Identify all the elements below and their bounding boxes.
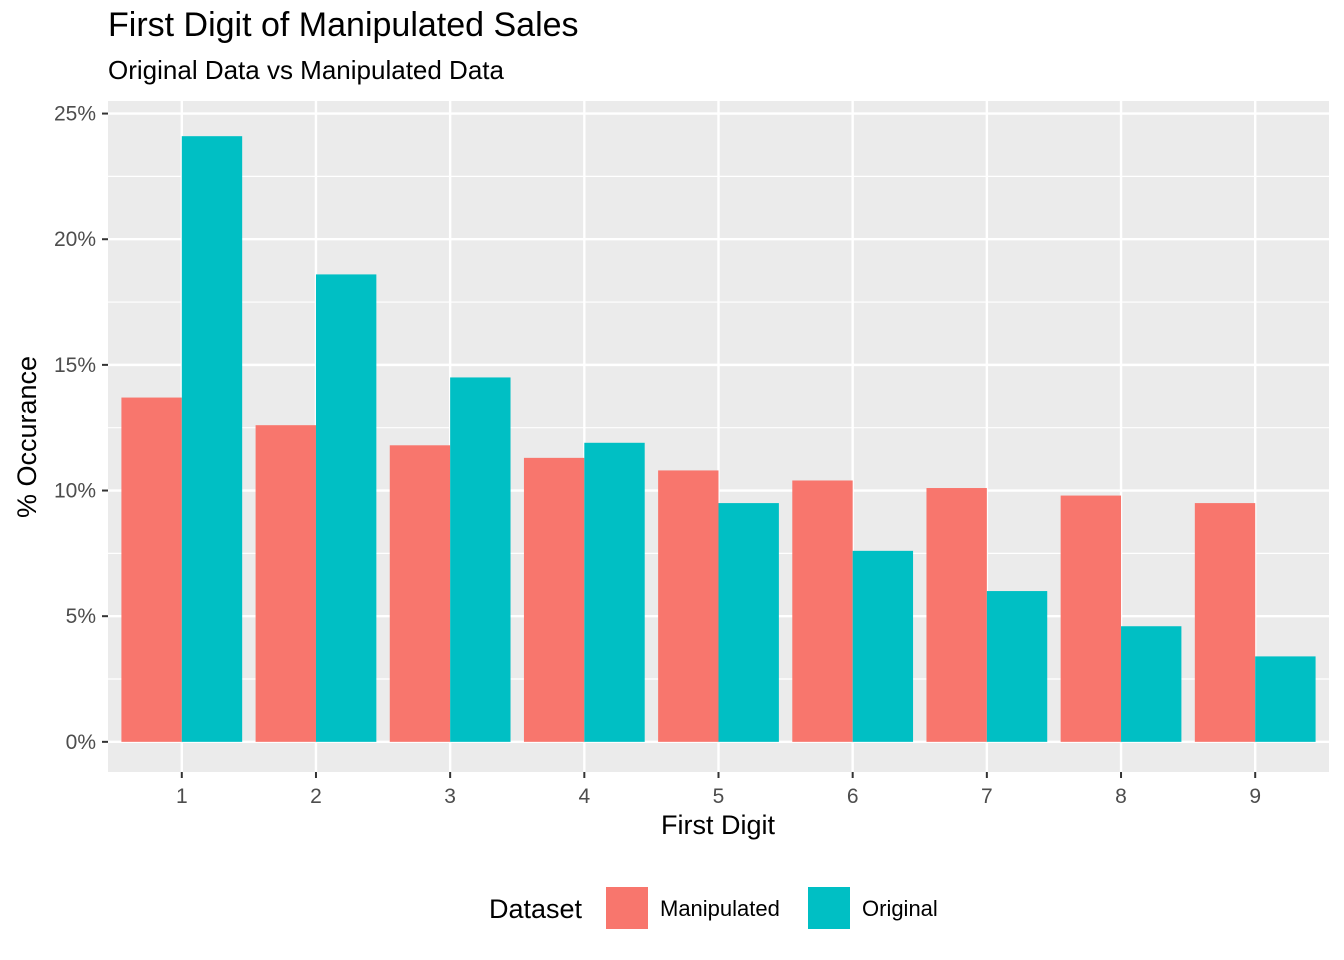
x-tick-label: 3 bbox=[444, 785, 456, 808]
legend-label-original: Original bbox=[862, 896, 938, 921]
x-tick-label: 4 bbox=[578, 785, 590, 808]
y-axis-title: % Occurance bbox=[12, 356, 42, 518]
bar-original-2 bbox=[315, 274, 377, 742]
chart-title: First Digit of Manipulated Sales bbox=[108, 6, 579, 44]
y-tick-label: 25% bbox=[54, 103, 96, 126]
bar-manipulated-6 bbox=[792, 480, 853, 742]
bar-original-3 bbox=[450, 377, 511, 742]
legend-key-manipulated bbox=[606, 887, 648, 929]
legend-key-original bbox=[808, 887, 850, 929]
y-tick-label: 20% bbox=[54, 228, 96, 251]
x-tick-label: 7 bbox=[981, 785, 993, 808]
bar-manipulated-5 bbox=[658, 470, 719, 742]
bar-manipulated-3 bbox=[389, 445, 451, 742]
bar-original-4 bbox=[584, 442, 645, 742]
bar-original-7 bbox=[986, 591, 1048, 742]
y-tick-label: 5% bbox=[66, 605, 96, 628]
y-tick-label: 10% bbox=[54, 480, 96, 503]
bars bbox=[121, 136, 1316, 742]
x-tick-label: 9 bbox=[1249, 785, 1261, 808]
bar-original-1 bbox=[181, 136, 243, 742]
bar-manipulated-2 bbox=[255, 425, 316, 742]
bar-original-5 bbox=[718, 503, 779, 742]
x-axis-title: First Digit bbox=[661, 810, 775, 840]
x-tick-label: 1 bbox=[176, 785, 188, 808]
x-tick-label: 2 bbox=[310, 785, 322, 808]
bar-original-8 bbox=[1121, 626, 1182, 742]
bar-manipulated-9 bbox=[1194, 503, 1256, 742]
x-tick-label: 8 bbox=[1115, 785, 1127, 808]
bar-manipulated-8 bbox=[1060, 495, 1122, 742]
bar-original-9 bbox=[1255, 656, 1316, 742]
bar-manipulated-7 bbox=[926, 488, 987, 742]
bar-original-6 bbox=[852, 550, 914, 742]
bar-manipulated-4 bbox=[523, 457, 585, 742]
axes: 0% 5% 10% 15% 20% 25% 1 2 3 4 5 6 7 8 9 bbox=[54, 103, 1261, 808]
y-tick-label: 15% bbox=[54, 354, 96, 377]
y-tick-label: 0% bbox=[66, 731, 96, 754]
chart-subtitle: Original Data vs Manipulated Data bbox=[108, 55, 504, 85]
bar-manipulated-1 bbox=[121, 397, 182, 742]
legend-label-manipulated: Manipulated bbox=[660, 896, 780, 921]
x-tick-label: 5 bbox=[713, 785, 725, 808]
legend: Dataset Manipulated Original bbox=[489, 887, 938, 929]
legend-title: Dataset bbox=[489, 894, 583, 924]
x-tick-label: 6 bbox=[847, 785, 859, 808]
